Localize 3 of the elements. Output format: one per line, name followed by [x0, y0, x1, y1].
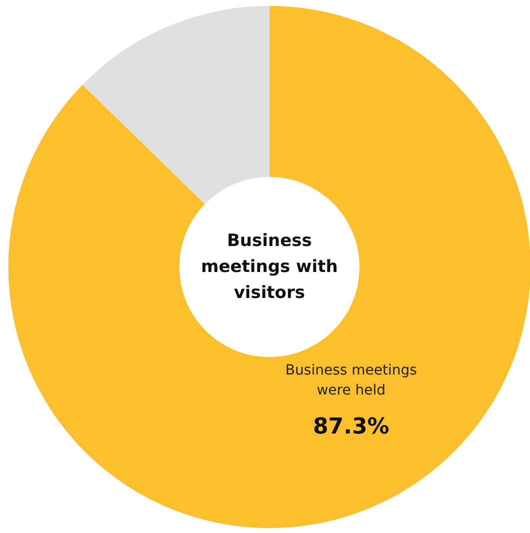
text: Business meetings with visitors [201, 231, 338, 303]
slice-label: Business meetings were held [285, 362, 417, 398]
data-label: 87.3% [312, 414, 390, 440]
